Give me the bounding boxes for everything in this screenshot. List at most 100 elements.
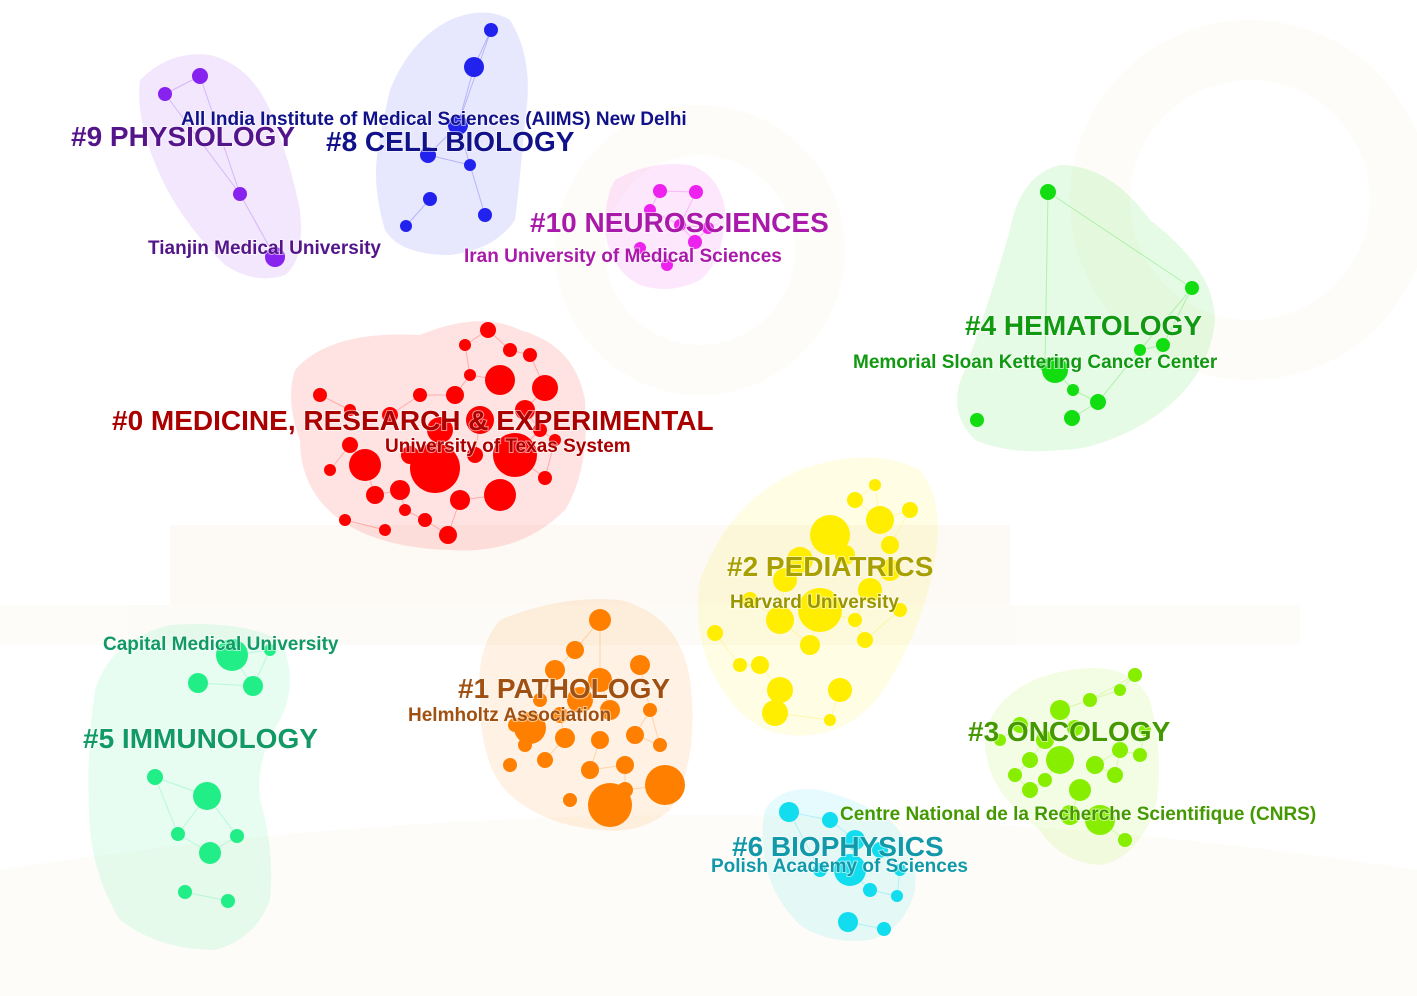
node-c0-31[interactable] [324,464,336,476]
node-c6-3[interactable] [872,842,888,858]
node-c2-12[interactable] [742,592,758,608]
node-c3-1[interactable] [1114,684,1126,696]
node-c0-14[interactable] [349,449,381,481]
node-c4-1[interactable] [1185,281,1199,295]
node-c0-4[interactable] [485,365,515,395]
node-c4-8[interactable] [1039,359,1051,371]
node-c1-8[interactable] [555,728,575,748]
node-c2-19[interactable] [707,625,723,641]
node-c10-0[interactable] [653,184,667,198]
node-c6-2[interactable] [845,830,865,850]
node-c1-3[interactable] [588,668,612,692]
node-c5-8[interactable] [178,885,192,899]
node-c1-11[interactable] [653,738,667,752]
node-c3-13[interactable] [1038,773,1052,787]
node-c3-2[interactable] [1050,700,1070,720]
node-c4-3[interactable] [1134,344,1146,356]
node-c6-9[interactable] [838,912,858,932]
node-c2-17[interactable] [828,678,852,702]
node-c4-5[interactable] [1090,394,1106,410]
node-c5-7[interactable] [199,842,221,864]
node-c1-19[interactable] [643,703,657,717]
node-c2-18[interactable] [767,677,793,703]
node-c5-0[interactable] [216,639,248,671]
node-c8-6[interactable] [400,220,412,232]
node-c6-8[interactable] [891,890,903,902]
node-c0-1[interactable] [459,339,471,351]
node-c2-11[interactable] [766,606,794,634]
node-c1-16[interactable] [645,765,685,805]
node-c10-1[interactable] [689,185,703,199]
node-c3-7[interactable] [1046,746,1074,774]
node-c0-27[interactable] [382,407,398,423]
node-c1-13[interactable] [537,752,553,768]
node-c3-14[interactable] [1069,779,1091,801]
node-c10-3[interactable] [674,219,686,231]
node-c4-7[interactable] [1064,410,1080,426]
node-c0-32[interactable] [549,434,561,446]
node-c5-1[interactable] [188,673,208,693]
node-c5-6[interactable] [230,829,244,843]
node-c2-20[interactable] [733,658,747,672]
node-c0-15[interactable] [484,479,516,511]
node-c6-6[interactable] [813,863,827,877]
node-c1-15[interactable] [616,756,634,774]
node-c3-20[interactable] [1139,724,1151,736]
node-c3-11[interactable] [1022,752,1038,768]
node-c2-5[interactable] [787,547,813,573]
node-c2-8[interactable] [858,578,882,602]
node-c8-4[interactable] [423,192,437,206]
node-c0-33[interactable] [379,524,391,536]
node-c0-30[interactable] [467,447,483,463]
node-c3-5[interactable] [1036,731,1054,749]
node-c3-21[interactable] [994,734,1006,746]
node-c2-7[interactable] [835,545,855,565]
node-c1-20[interactable] [508,718,522,732]
node-c0-8[interactable] [464,369,476,381]
node-c0-10[interactable] [466,406,494,434]
node-c10-2[interactable] [644,204,656,216]
node-c10-4[interactable] [688,235,702,249]
node-c1-5[interactable] [567,687,593,713]
node-c3-10[interactable] [1133,748,1147,762]
node-c6-0[interactable] [779,802,799,822]
node-c1-4[interactable] [630,655,650,675]
node-c3-9[interactable] [1112,742,1128,758]
node-c2-13[interactable] [800,635,820,655]
node-c8-3[interactable] [420,147,436,163]
node-c2-6[interactable] [773,568,797,592]
node-c3-18[interactable] [1085,805,1115,835]
node-c2-14[interactable] [751,656,769,674]
node-c3-15[interactable] [1107,767,1123,783]
node-c2-9[interactable] [879,559,901,581]
node-c8-1[interactable] [464,57,484,77]
node-c0-5[interactable] [532,375,558,401]
node-c5-5[interactable] [171,827,185,841]
node-c9-0[interactable] [192,68,208,84]
node-c0-17[interactable] [450,490,470,510]
node-c0-29[interactable] [401,446,419,464]
node-c2-15[interactable] [857,632,873,648]
node-c1-9[interactable] [591,731,609,749]
node-c9-3[interactable] [265,247,285,267]
node-c6-5[interactable] [894,864,906,876]
node-c6-4[interactable] [834,854,866,886]
node-c3-0[interactable] [1128,668,1142,682]
node-c6-1[interactable] [822,812,838,828]
node-c0-21[interactable] [344,404,356,416]
node-c2-1[interactable] [847,492,863,508]
node-c2-21[interactable] [824,714,836,726]
node-c10-6[interactable] [661,259,673,271]
node-c3-17[interactable] [1060,805,1080,825]
node-c8-7[interactable] [464,159,476,171]
node-c1-2[interactable] [545,660,565,680]
node-c1-18[interactable] [563,793,577,807]
node-c0-28[interactable] [533,423,547,437]
node-c3-8[interactable] [1086,756,1104,774]
node-c3-6[interactable] [1067,720,1083,736]
node-c2-10[interactable] [798,588,842,632]
node-c2-3[interactable] [902,502,918,518]
node-c8-0[interactable] [484,23,498,37]
node-c3-4[interactable] [1012,717,1028,733]
node-c1-22[interactable] [552,707,568,723]
